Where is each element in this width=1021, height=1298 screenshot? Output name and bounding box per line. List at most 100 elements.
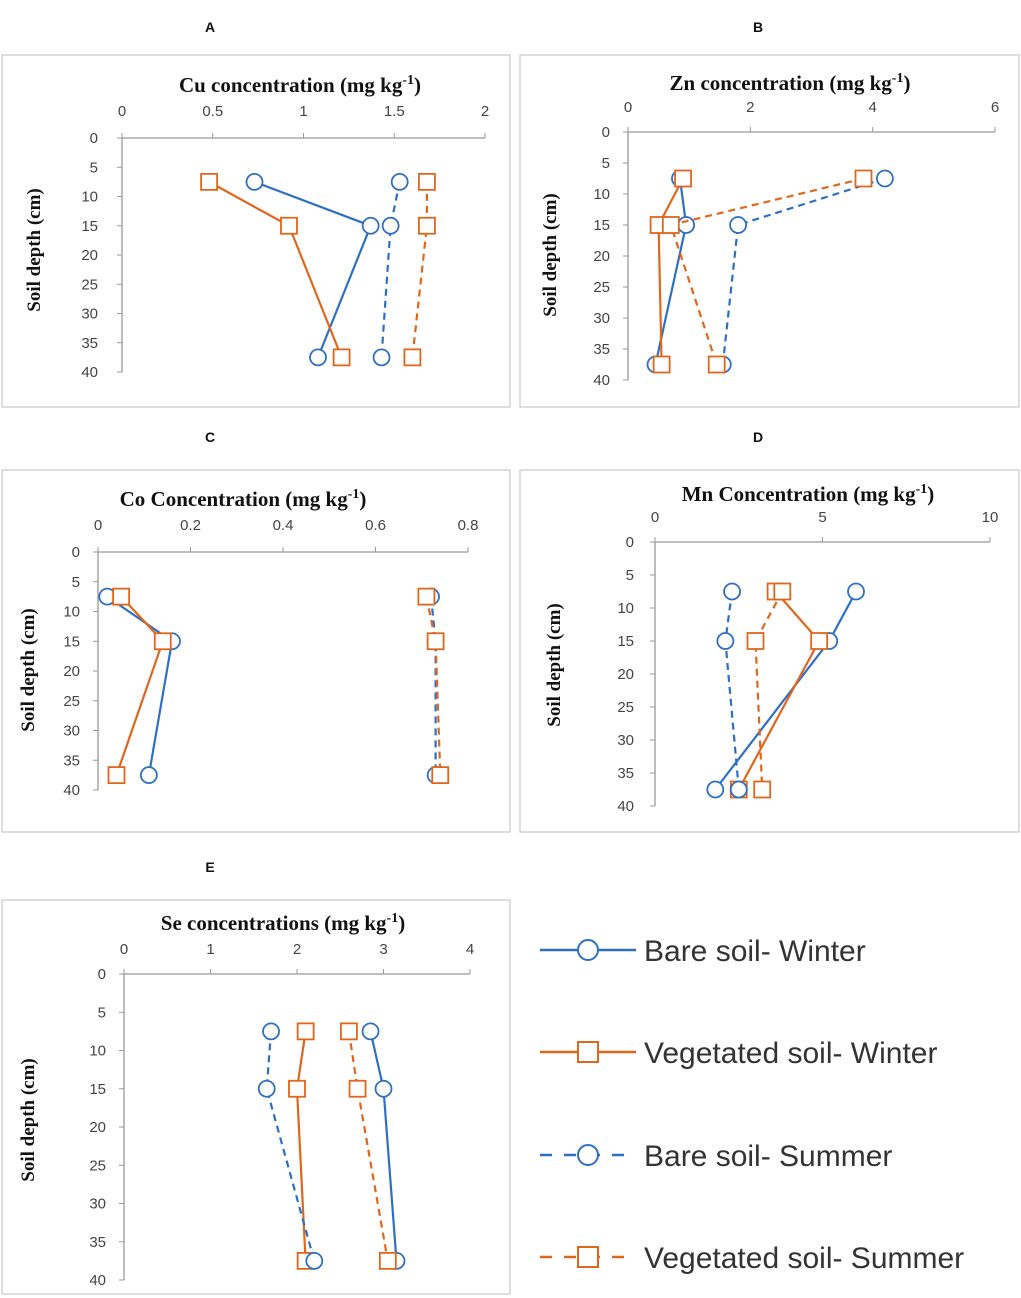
y-tick-label: 15	[89, 1081, 106, 1098]
legend-marker-square	[577, 1041, 599, 1063]
data-point-square	[288, 1079, 306, 1098]
chart-title-main: Cu concentration (mg kg	[179, 73, 403, 97]
chart-c: Co Concentration (mg kg-1) 0 0.2 0.4 0.6 0.8 0…	[18, 487, 478, 799]
data-point-circle	[390, 172, 409, 191]
x-tick-label: 0.2	[180, 517, 201, 534]
data-point-circle	[361, 216, 380, 235]
y-tick-label: 30	[617, 732, 634, 749]
x-tick-label: 0	[651, 509, 659, 526]
data-point-circle	[262, 1022, 280, 1041]
chart-title-main: Co Concentration (mg kg	[120, 487, 349, 511]
series-vegetated-soil-winter	[107, 587, 172, 785]
data-point-square	[746, 632, 765, 650]
y-axis-label: Soil depth (cm)	[18, 1058, 39, 1182]
legend-item: Vegetated soil- Summer	[540, 1242, 964, 1275]
chart-title: Se concentrations (mg kg-1)	[161, 911, 405, 935]
charts-layer: Cu concentration (mg kg-1)0 0.5 1 1.5 205101…	[18, 71, 999, 1289]
series-line	[669, 177, 864, 365]
legend-label: Bare soil- Winter	[644, 935, 866, 968]
chart-d: Mn Concentration (mg kg-1) 0 5 10 0 5 10 15 20 25…	[544, 482, 998, 815]
y-tick-label: 20	[617, 666, 634, 683]
x-tick-label: 0	[94, 517, 102, 534]
chart-title-end: )	[414, 73, 421, 97]
chart-title-end: )	[398, 911, 405, 935]
y-tick-label: 25	[89, 1157, 106, 1174]
series-line	[106, 595, 174, 776]
data-point-square	[332, 348, 351, 367]
chart-title-superscript: -1	[387, 911, 399, 926]
series-line	[347, 1031, 389, 1262]
chart-title-superscript: -1	[892, 71, 904, 86]
panel-label-d: D	[753, 429, 763, 445]
data-point-circle	[361, 1022, 380, 1041]
chart-b: Zn concentration (mg kg-1) 0 2 4 6 0 5 10 15 20 25…	[540, 71, 999, 389]
data-point-square	[674, 169, 692, 188]
series-vegetated-soil-summer	[661, 169, 873, 374]
y-tick-label: 25	[617, 699, 634, 716]
data-point-square	[280, 216, 298, 235]
y-tick-label: 0	[626, 534, 634, 551]
chart-title: Cu concentration (mg kg-1)	[179, 73, 421, 97]
x-tick-label: 0.6	[365, 517, 386, 534]
y-axis-label: Soil depth (cm)	[544, 603, 565, 727]
series-bare-soil-winter	[98, 587, 181, 785]
chart-title: Zn concentration (mg kg-1)	[670, 71, 911, 95]
data-point-circle	[305, 1251, 324, 1270]
data-point-circle	[876, 169, 894, 188]
data-point-circle	[381, 216, 400, 235]
data-point-square	[417, 587, 436, 606]
chart-title-main: Mn Concentration (mg kg	[682, 482, 916, 506]
legend-item: Bare soil- Summer	[540, 1140, 892, 1173]
panel-label-b: B	[753, 19, 763, 35]
chart-title-end: )	[927, 482, 934, 506]
x-tick-label: 1	[206, 941, 214, 958]
y-tick-label: 10	[593, 186, 610, 203]
x-tick-label: 4	[466, 941, 474, 958]
y-tick-label: 10	[617, 600, 634, 617]
series-line	[295, 1031, 307, 1261]
chart-title-main: Se concentrations (mg kg	[161, 911, 387, 935]
chart-title-superscript: -1	[916, 482, 928, 497]
y-tick-label: 40	[617, 798, 634, 815]
legend-label: Vegetated soil- Winter	[644, 1037, 937, 1070]
y-tick-label: 40	[63, 782, 80, 799]
series-bare-soil-summer	[257, 1022, 324, 1270]
data-point-square	[112, 587, 131, 606]
series-vegetated-soil-summer	[339, 1022, 397, 1270]
data-point-circle	[677, 216, 696, 234]
data-point-square	[773, 582, 792, 601]
chart-title-superscript: -1	[348, 487, 360, 502]
data-point-square	[339, 1022, 358, 1041]
series-vegetated-soil-winter	[200, 172, 351, 367]
y-tick-label: 5	[626, 567, 634, 584]
x-tick-label: 5	[818, 509, 826, 526]
data-point-circle	[847, 582, 865, 601]
y-tick-label: 30	[81, 306, 98, 323]
y-tick-label: 5	[98, 1004, 106, 1021]
y-tick-label: 15	[81, 218, 98, 235]
y-tick-label: 20	[81, 247, 98, 264]
y-tick-label: 10	[81, 189, 98, 206]
y-tick-label: 30	[63, 723, 80, 740]
data-point-square	[348, 1079, 367, 1098]
y-tick-label: 40	[81, 364, 98, 381]
series-bare-soil-summer	[713, 169, 894, 374]
chart-title-end: )	[903, 71, 910, 95]
y-tick-label: 15	[593, 217, 610, 234]
data-point-square	[652, 355, 671, 374]
chart-frame-a	[1, 54, 511, 408]
y-tick-label: 40	[89, 1272, 106, 1289]
data-point-circle	[372, 348, 391, 367]
data-point-square	[854, 169, 873, 188]
legend-label: Bare soil- Summer	[644, 1140, 892, 1173]
y-tick-label: 15	[617, 633, 634, 650]
series-vegetated-soil-summer	[417, 587, 450, 785]
y-tick-label: 10	[89, 1043, 106, 1060]
data-point-square	[200, 172, 219, 191]
series-vegetated-soil-winter	[729, 582, 829, 799]
x-tick-label: 1.5	[384, 103, 405, 120]
data-point-circle	[139, 766, 158, 785]
legend-label: Vegetated soil- Summer	[644, 1242, 964, 1275]
data-point-circle	[245, 172, 264, 191]
